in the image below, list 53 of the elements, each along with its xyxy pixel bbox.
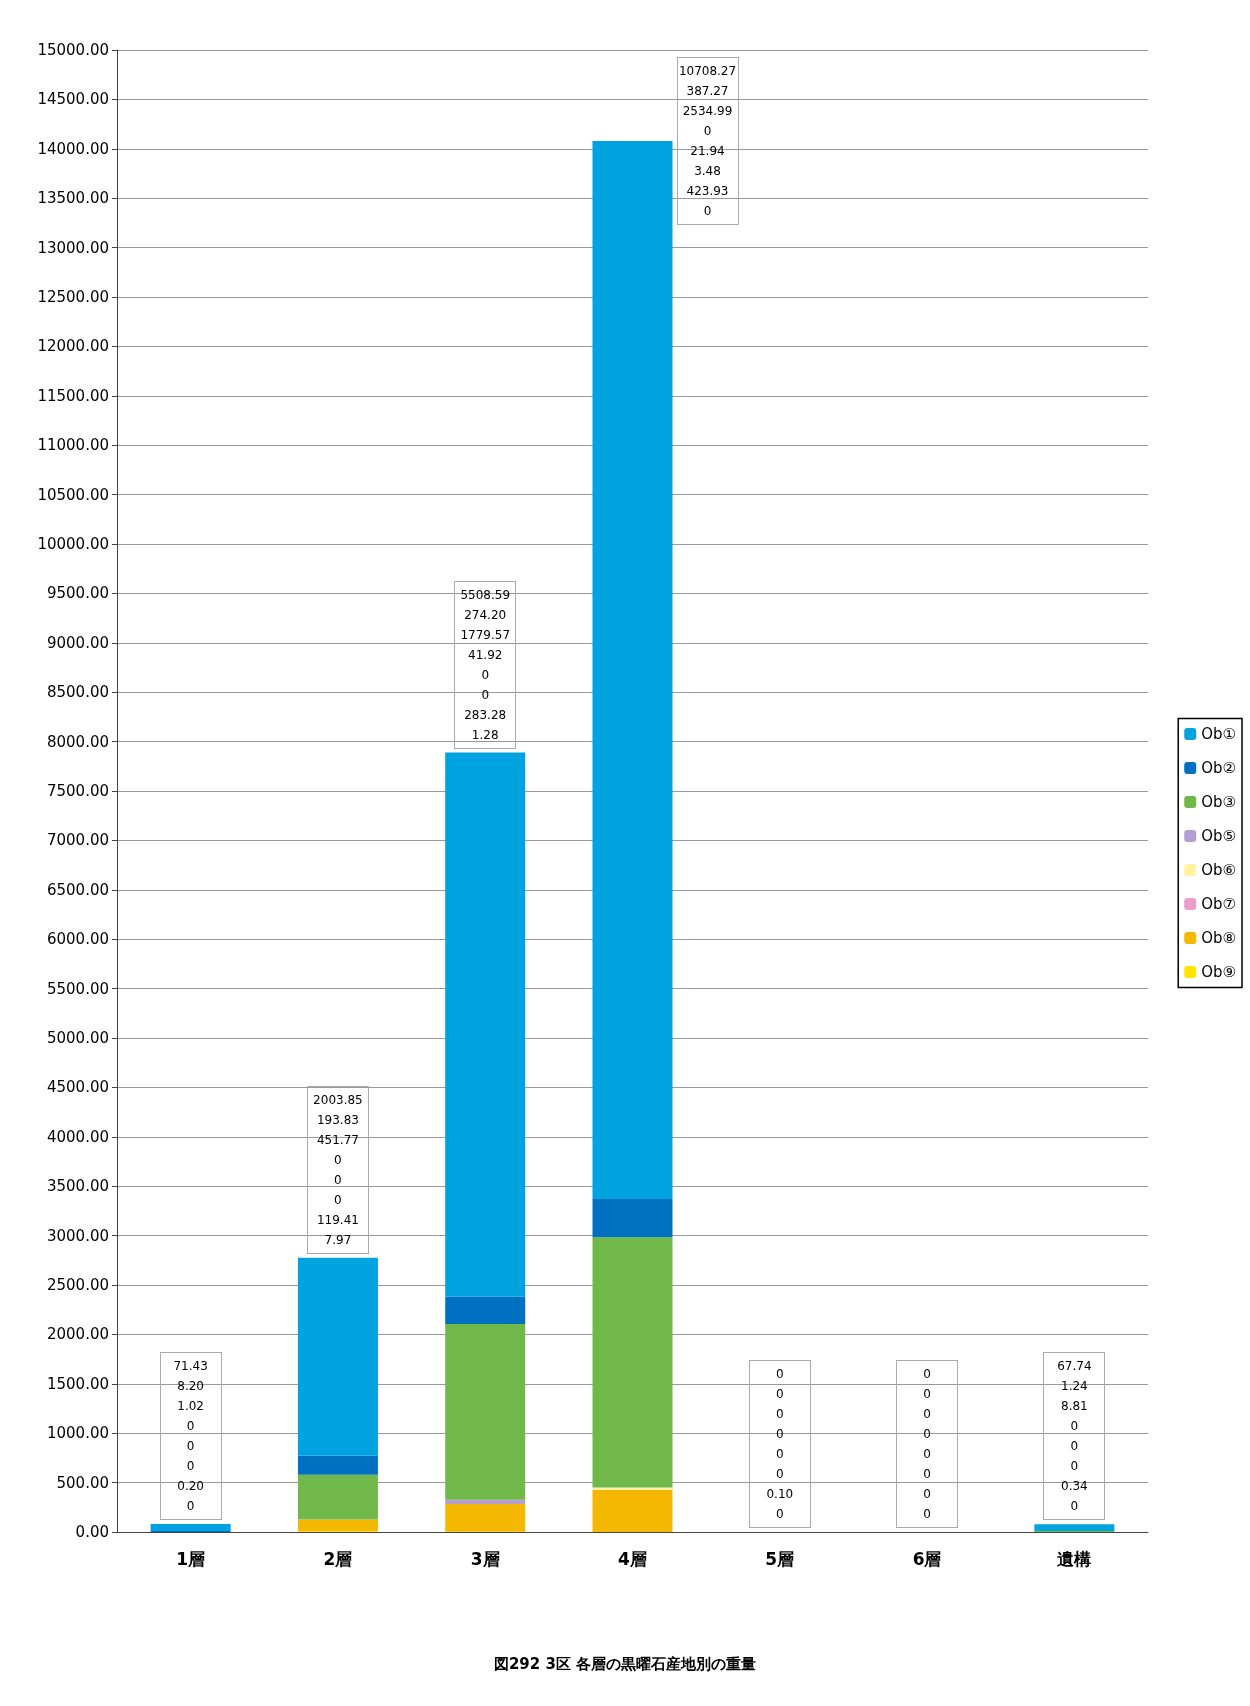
y-tick-label: 1000.00 [46, 1424, 109, 1443]
y-tick-label: 4500.00 [46, 1078, 109, 1097]
y-tick-label: 10000.00 [37, 535, 109, 553]
x-tick-label: 4層 [618, 1548, 647, 1569]
y-tick-label: 7500.00 [46, 782, 109, 800]
y-tick-label: 5500.00 [46, 979, 109, 998]
annotation: 2003.85 193.83 451.77 0 0 0 119.41 7.97 [313, 1092, 363, 1247]
y-tick-label: 11000.00 [37, 436, 109, 455]
annotation: 67.74 1.24 8.81 0 0 0 0.34 0 [1057, 1359, 1092, 1514]
x-tick-label: 3層 [470, 1548, 500, 1569]
x-tick-label: 遺構 [1057, 1548, 1092, 1569]
y-tick-label: 8000.00 [46, 732, 109, 751]
legend-label: Ob⑤ [1201, 827, 1237, 845]
y-tick-label: 1500.00 [46, 1374, 109, 1393]
y-tick-label: 7000.00 [46, 831, 109, 850]
annotation: 71.43 8.20 1.02 0 0 0 0.20 0 [173, 1359, 208, 1514]
y-tick-label: 500.00 [56, 1473, 109, 1492]
y-tick-label: 13500.00 [37, 189, 109, 208]
x-tick-label: 5層 [765, 1548, 795, 1569]
text: 図292 3区 各層の黒曜石産地別の重量 [493, 1654, 757, 1673]
y-tick-label: 0.00 [75, 1523, 109, 1541]
y-tick-label: 3000.00 [46, 1226, 109, 1245]
legend-label: Ob① [1201, 725, 1237, 743]
y-tick-label: 2000.00 [46, 1325, 109, 1344]
x-tick-label: 6層 [912, 1548, 942, 1569]
y-tick-label: 5000.00 [46, 1029, 109, 1047]
x-tick-label: 2層 [323, 1548, 353, 1569]
y-tick-label: 14500.00 [37, 90, 109, 109]
y-tick-label: 11500.00 [37, 386, 109, 405]
y-tick-label: 14000.00 [37, 139, 109, 158]
y-tick-label: 10500.00 [37, 485, 109, 504]
y-tick-label: 6000.00 [46, 930, 109, 949]
legend-label: Ob⑥ [1201, 861, 1237, 879]
legend-label: Ob⑧ [1201, 929, 1237, 947]
annotation: 0 0 0 0 0 0 0.10 0 [766, 1366, 794, 1521]
y-tick-label: 12000.00 [37, 337, 109, 356]
legend-label: Ob⑨ [1201, 963, 1237, 981]
y-tick-label: 6500.00 [46, 880, 109, 899]
y-tick-label: 9500.00 [46, 584, 109, 603]
x-tick-label: 1層 [176, 1548, 206, 1569]
y-tick-label: 4000.00 [46, 1127, 109, 1146]
legend-label: Ob② [1201, 759, 1237, 777]
y-tick-label: 8500.00 [46, 683, 109, 702]
y-tick-label: 12500.00 [37, 288, 109, 306]
y-tick-label: 13000.00 [37, 238, 109, 257]
y-tick-label: 9000.00 [46, 633, 109, 652]
y-tick-label: 15000.00 [37, 41, 109, 59]
legend-label: Ob⑦ [1201, 895, 1237, 913]
legend-label: Ob③ [1201, 793, 1237, 811]
annotation: 0 0 0 0 0 0 0 0 [923, 1367, 931, 1521]
annotation: 5508.59 274.20 1779.57 41.92 0 0 283.28 1.28 [460, 587, 511, 742]
y-tick-label: 3500.00 [46, 1177, 109, 1196]
y-tick-label: 2500.00 [46, 1276, 109, 1294]
